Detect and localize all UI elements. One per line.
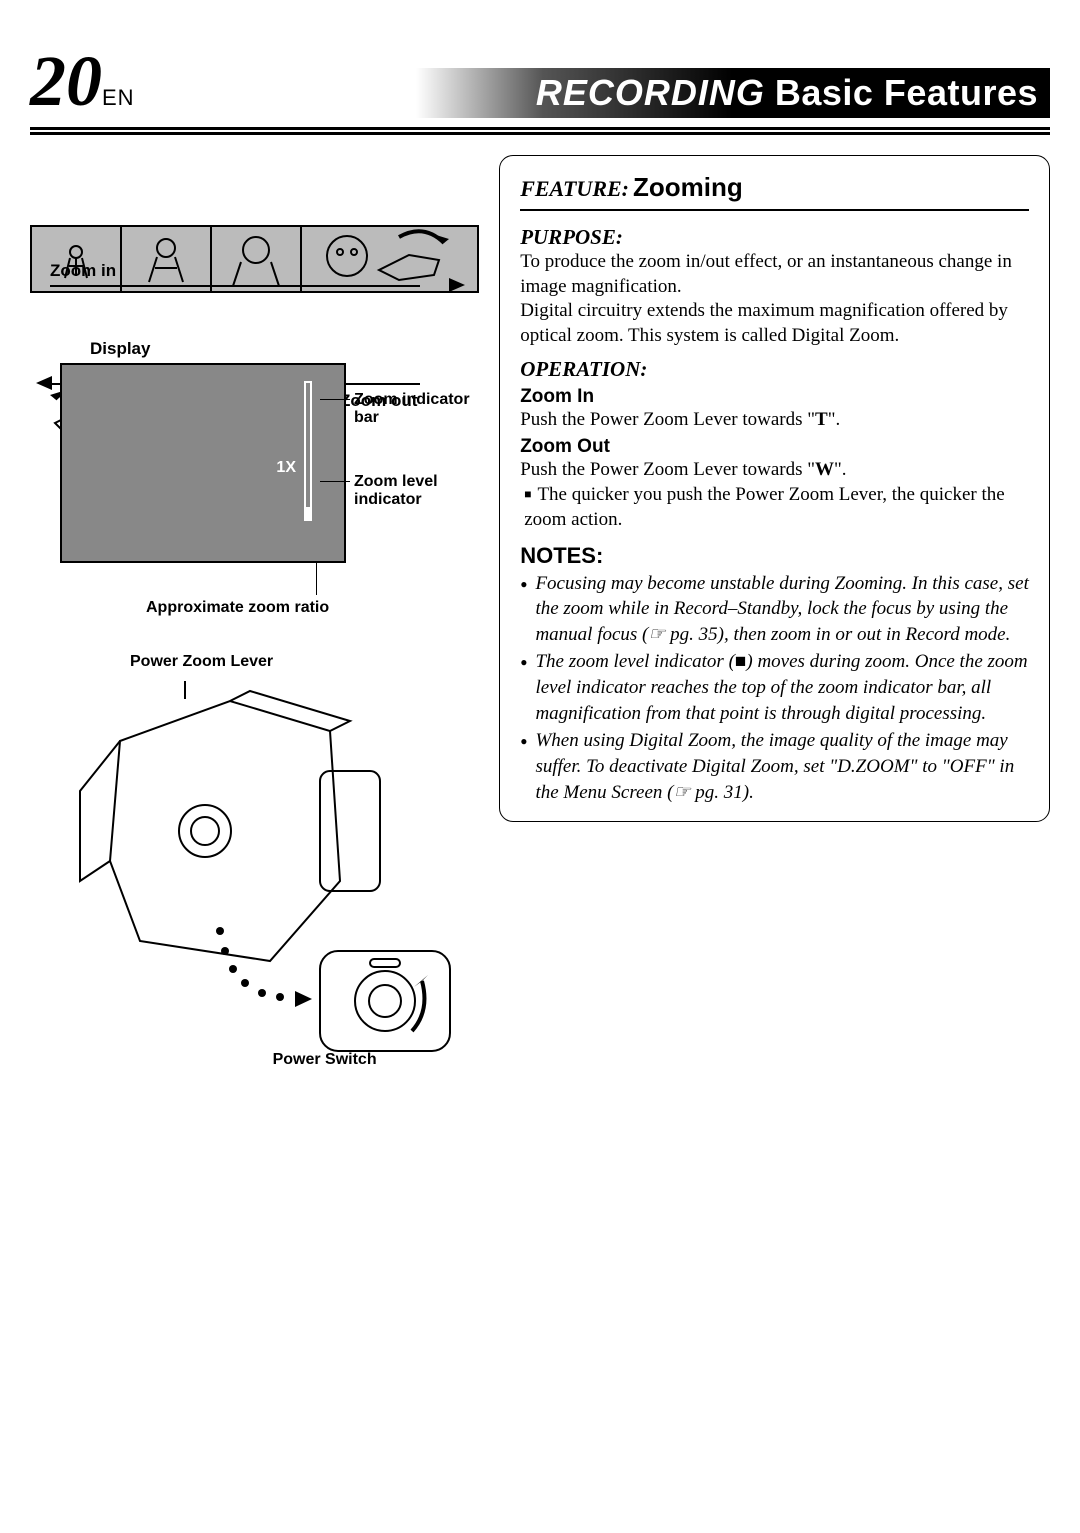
note-text: Focusing may become unstable during Zoom… [535, 571, 1029, 648]
notes-list: Focusing may become unstable during Zoom… [520, 571, 1029, 806]
indicator-bar [304, 381, 312, 521]
display-label: Display [90, 339, 150, 359]
zoom-cell-1 [32, 227, 122, 291]
note-item: When using Digital Zoom, the image quali… [520, 728, 1029, 805]
op-zoom-in-body: Push the Power Zoom Lever towards "T". [520, 408, 1029, 433]
power-zoom-lever-label: Power Zoom Lever [130, 653, 479, 671]
display-diagram: Display 1X Zoom indicator bar Zoom level… [30, 363, 479, 563]
indicator-fill [306, 507, 310, 519]
page-number-block: 20EN [30, 40, 135, 123]
section-name: RECORDING [536, 72, 765, 114]
operation-heading: OPERATION: [520, 357, 1029, 382]
purpose-body: To produce the zoom in/out effect, or an… [520, 250, 1029, 349]
subsection-name: Basic Features [775, 72, 1038, 114]
page-lang: EN [102, 85, 135, 110]
zoom-indicator-bar-label: Zoom indicator bar [354, 391, 479, 427]
note-text: The zoom level indicator (■) moves durin… [535, 649, 1029, 726]
zoom-ratio-value: 1X [276, 459, 296, 477]
feature-name: Zooming [633, 172, 743, 202]
section-title-bar: RECORDING Basic Features [416, 68, 1050, 118]
zoom-diagram: Zoom in [30, 225, 479, 293]
callout-line-1 [320, 399, 350, 400]
camcorder-icon [50, 681, 470, 1061]
approx-zoom-ratio-label: Approximate zoom ratio [146, 599, 329, 617]
zoom-cell-3 [212, 227, 302, 291]
op-zoom-out-heading: Zoom Out [520, 436, 1029, 458]
figure-large-icon [221, 232, 291, 286]
arrow-right-icon [449, 278, 465, 292]
note-text: When using Digital Zoom, the image quali… [535, 728, 1029, 805]
feature-prefix: FEATURE: [520, 176, 629, 201]
op-bullet: The quicker you push the Power Zoom Leve… [520, 483, 1029, 532]
zoom-cell-2 [122, 227, 212, 291]
camcorder-illustration [50, 681, 479, 1041]
op-zoom-out-body: Push the Power Zoom Lever towards "W". [520, 458, 1029, 483]
note-item: Focusing may become unstable during Zoom… [520, 571, 1029, 648]
header-rule [30, 132, 1050, 135]
figure-med-icon [131, 232, 201, 286]
notes-heading: NOTES: [520, 543, 1029, 569]
zoom-in-label: Zoom in [50, 261, 116, 281]
zoom-lever-icon-top [369, 225, 459, 285]
callout-line-2 [320, 481, 350, 482]
zoom-in-arrow-line [50, 285, 420, 287]
note-item: The zoom level indicator (■) moves durin… [520, 649, 1029, 726]
purpose-heading: PURPOSE: [520, 225, 1029, 250]
op-zoom-in-heading: Zoom In [520, 386, 1029, 408]
content-columns: Zoom in [30, 155, 1050, 1069]
page-number: 20 [30, 41, 102, 121]
left-column: Zoom in [30, 155, 499, 1069]
right-column: FEATURE: Zooming PURPOSE: To produce the… [499, 155, 1050, 822]
feature-heading: FEATURE: Zooming [520, 172, 1029, 211]
page-header: 20EN RECORDING Basic Features [30, 40, 1050, 130]
zoom-level-indicator-label: Zoom level indicator [354, 473, 479, 509]
callout-line-3 [316, 563, 317, 595]
display-box: 1X [60, 363, 346, 563]
